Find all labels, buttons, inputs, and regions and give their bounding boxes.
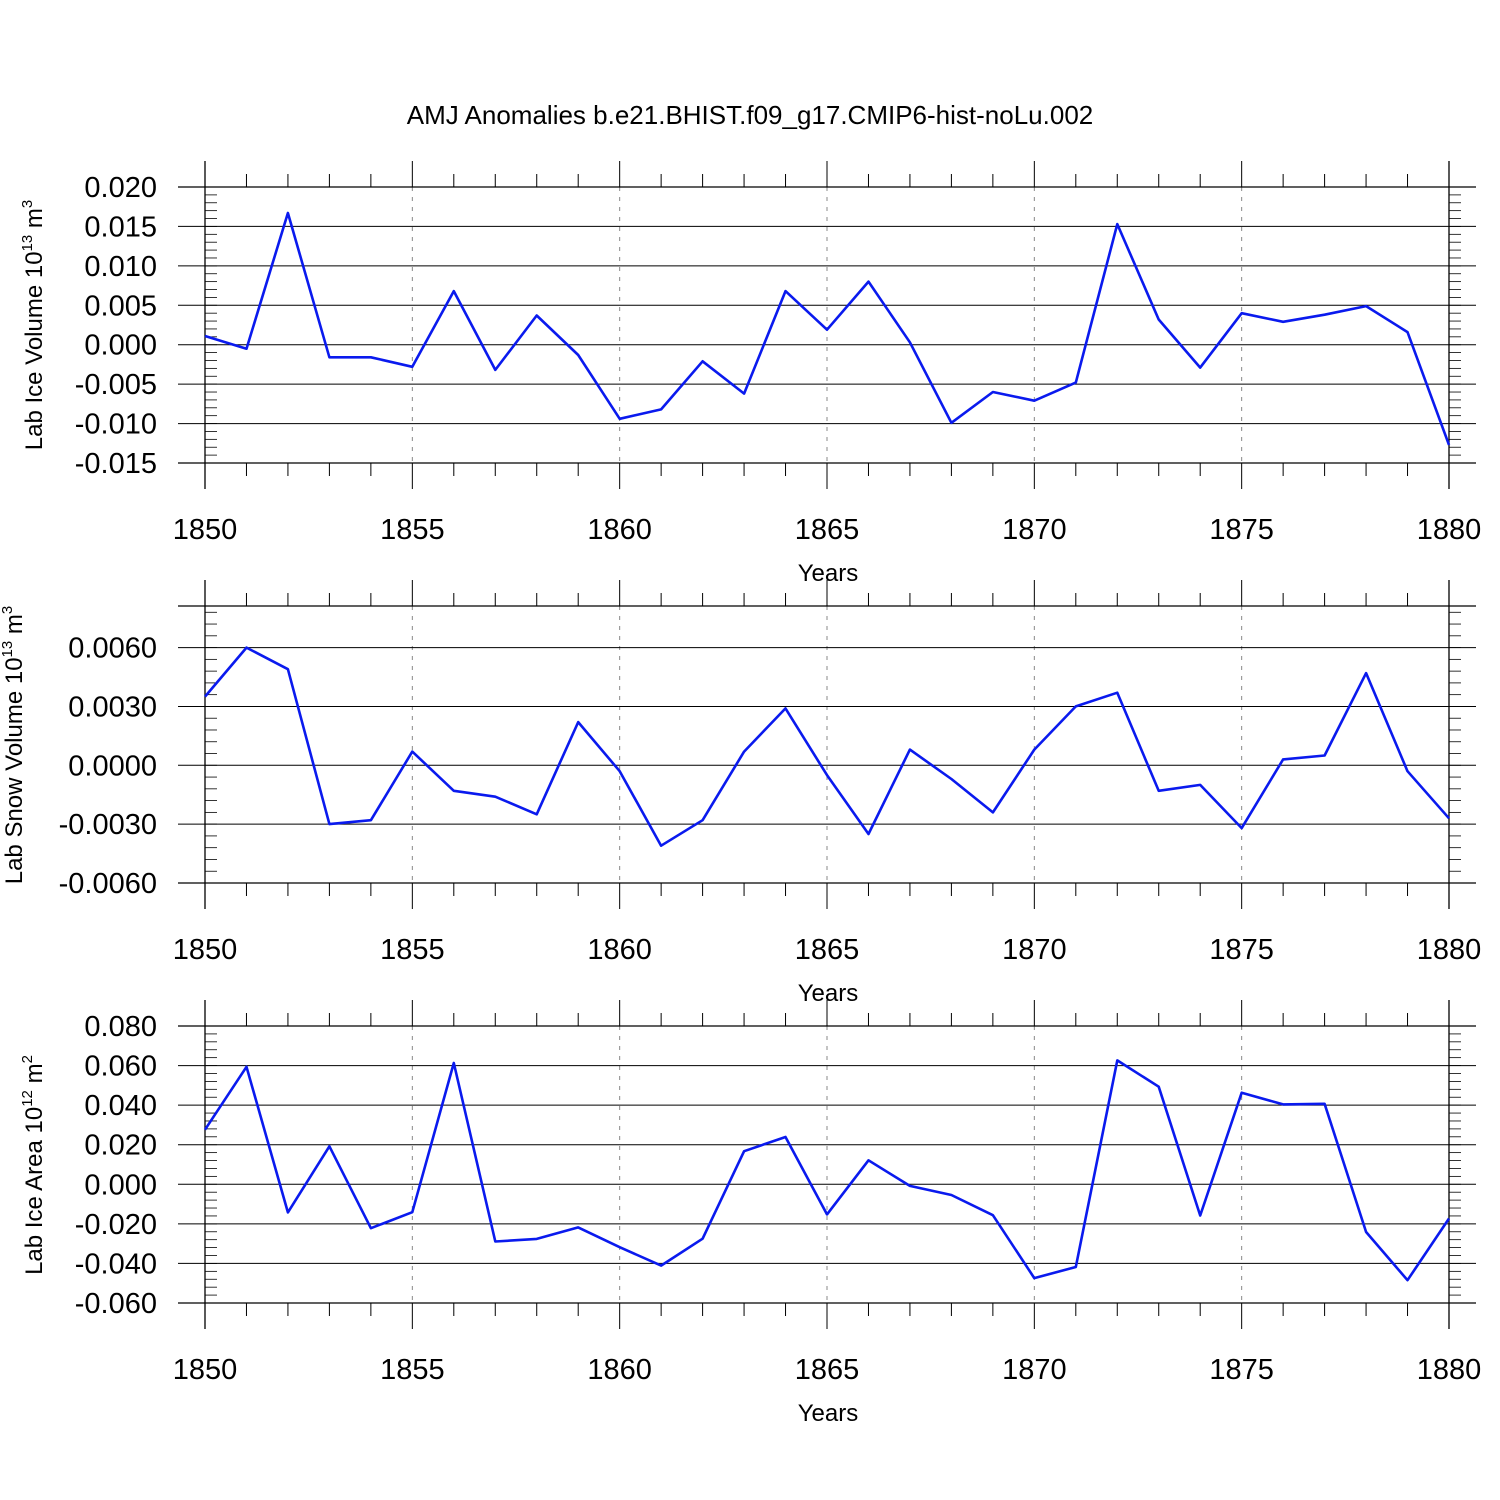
y-axis-label: Lab Ice Volume 1013 m3	[19, 200, 48, 451]
y-tick-label: 0.000	[84, 1169, 157, 1201]
y-tick-label: -0.015	[75, 448, 157, 480]
y-tick-label: -0.020	[75, 1209, 157, 1241]
x-tick-label: 1880	[1417, 934, 1482, 966]
x-tick-label: 1880	[1417, 1354, 1482, 1386]
x-tick-label: 1855	[380, 514, 445, 546]
y-tick-label: -0.010	[75, 409, 157, 441]
x-tick-label: 1855	[380, 934, 445, 966]
panels: 0.020 0.015 0.010 0.005 0.000 -0.005 -0.010 -0.…	[0, 161, 1481, 1427]
y-tick-label: 0.005	[84, 290, 157, 322]
y-tick-label: 0.080	[84, 1011, 157, 1043]
y-tick-label: -0.0060	[59, 868, 157, 900]
x-tick-label: 1875	[1209, 1354, 1274, 1386]
y-tick-label: 0.060	[84, 1051, 157, 1083]
x-tick-label: 1860	[587, 934, 652, 966]
x-axis-label: Years	[798, 1400, 859, 1427]
y-tick-label: 0.0060	[68, 633, 157, 665]
y-tick-label: 0.020	[84, 172, 157, 204]
x-tick-label: 1850	[173, 1354, 238, 1386]
x-tick-label: 1850	[173, 934, 238, 966]
y-tick-label: -0.040	[75, 1248, 157, 1280]
y-tick-label: 0.020	[84, 1130, 157, 1162]
y-tick-label: -0.005	[75, 369, 157, 401]
x-axis-label: Years	[798, 980, 859, 1007]
series-line	[204, 646, 1450, 848]
panel-2: 0.0060 0.0030 0.0000 -0.0030 -0.0060 1850 1855…	[0, 580, 1481, 1007]
x-tick-label: 1865	[795, 1354, 860, 1386]
x-tick-label: 1855	[380, 1354, 445, 1386]
x-tick-label: 1870	[1002, 1354, 1067, 1386]
x-tick-label: 1865	[795, 514, 860, 546]
series-line	[204, 211, 1451, 446]
x-tick-label: 1870	[1002, 514, 1067, 546]
figure-title: AMJ Anomalies b.e21.BHIST.f09_g17.CMIP6-…	[407, 100, 1094, 130]
x-tick-label: 1880	[1417, 514, 1482, 546]
y-tick-label: 0.010	[84, 251, 157, 283]
y-tick-label: -0.0030	[59, 809, 157, 841]
y-tick-label: 0.015	[84, 211, 157, 243]
x-tick-label: 1870	[1002, 934, 1067, 966]
x-tick-label: 1860	[587, 514, 652, 546]
x-tick-label: 1865	[795, 934, 860, 966]
x-tick-label: 1860	[587, 1354, 652, 1386]
x-tick-label: 1875	[1209, 514, 1274, 546]
y-tick-label: -0.060	[75, 1288, 157, 1320]
y-tick-label: 0.040	[84, 1090, 157, 1122]
y-axis-label: Lab Ice Area 1012 m2	[19, 1055, 48, 1275]
panel-1: 0.020 0.015 0.010 0.005 0.000 -0.005 -0.010 -0.…	[19, 161, 1481, 587]
y-tick-label: 0.0000	[68, 750, 157, 782]
series-line	[203, 1059, 1451, 1282]
panel-3: 0.080 0.060 0.040 0.020 0.000 -0.020 -0.040 -0.…	[19, 1000, 1481, 1427]
x-tick-label: 1850	[173, 514, 238, 546]
y-tick-label: 0.000	[84, 330, 157, 362]
x-tick-label: 1875	[1209, 934, 1274, 966]
x-axis-label: Years	[798, 560, 859, 587]
y-axis-label: Lab Snow Volume 1013 m3	[0, 606, 28, 885]
y-tick-label: 0.0030	[68, 691, 157, 723]
